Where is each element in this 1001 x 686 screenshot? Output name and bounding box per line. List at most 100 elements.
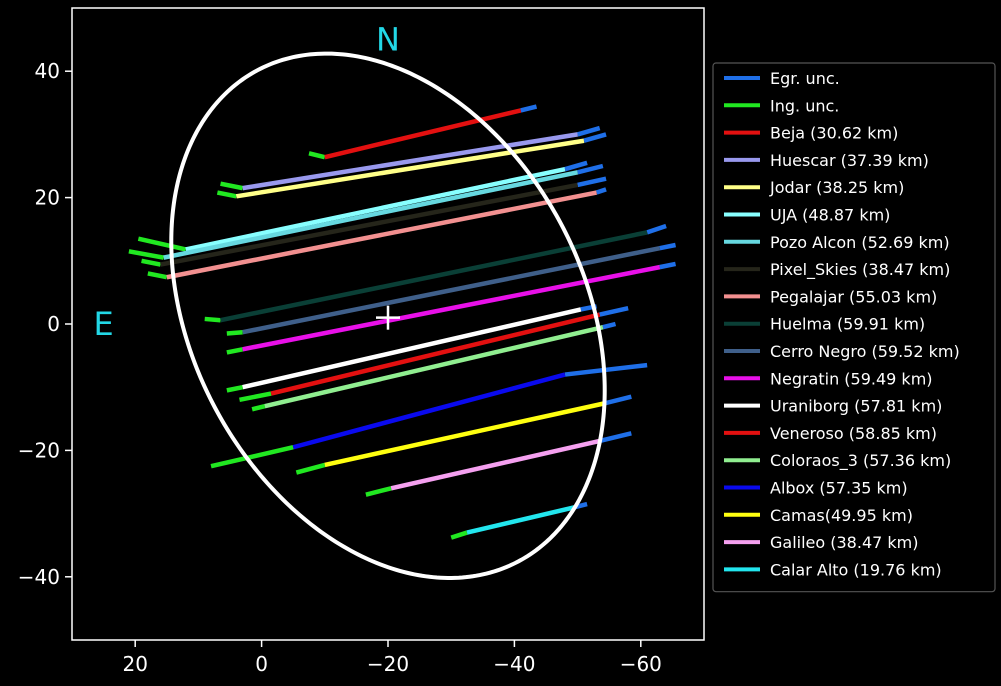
ingress-uncertainty-segment	[295, 462, 326, 475]
chord-9	[226, 261, 677, 355]
chord-line	[324, 108, 522, 160]
ingress-uncertainty-segment	[308, 151, 326, 160]
legend-item: Galileo (38.47 km)	[724, 533, 918, 552]
legend-label: UJA (48.87 km)	[770, 206, 890, 225]
center-marker	[376, 305, 400, 330]
ingress-uncertainty-segment	[204, 316, 221, 323]
ingress-uncertainty-segment	[239, 391, 272, 403]
plot-area: NE	[93, 21, 677, 580]
chord-line	[242, 245, 661, 335]
x-tick-label: 20	[122, 652, 147, 676]
fitted-ellipse	[169, 51, 607, 580]
egress-uncertainty-segment	[599, 431, 632, 444]
axes: 20 0 −20 −40 −60 40 20 0 −20 −40	[18, 59, 662, 676]
egress-uncertainty-segment	[564, 160, 588, 172]
legend-label: Uraniborg (57.81 km)	[770, 397, 942, 416]
chord-12	[251, 321, 617, 412]
chord-6	[147, 187, 607, 280]
legend-label: Albox (57.35 km)	[770, 479, 908, 498]
legend-item: Ing. unc.	[724, 96, 839, 115]
legend-label: Jodar (38.25 km)	[769, 178, 904, 197]
chord-line	[390, 438, 601, 491]
legend-item: Huelma (59.91 km)	[724, 315, 925, 334]
chord-3	[137, 160, 588, 252]
legend-item: Pozo Alcon (52.69 km)	[724, 233, 950, 252]
chord-line	[466, 505, 575, 535]
legend-item: Beja (30.62 km)	[724, 124, 898, 143]
legend-item: Pegalajar (55.03 km)	[724, 287, 937, 306]
egress-uncertainty-segment	[576, 125, 601, 137]
chord-15	[365, 431, 632, 497]
chord-line	[220, 230, 648, 323]
legend-label: Camas(49.95 km)	[770, 506, 913, 525]
legend-label: Egr. unc.	[770, 69, 840, 88]
ingress-uncertainty-segment	[147, 271, 168, 280]
legend-item: UJA (48.87 km)	[724, 206, 890, 225]
ingress-uncertainty-segment	[226, 384, 244, 393]
legend-label: Pozo Alcon (52.69 km)	[770, 233, 950, 252]
legend-item: Cerro Negro (59.52 km)	[724, 342, 960, 361]
legend-label: Galileo (38.47 km)	[770, 533, 918, 552]
x-tick-label: −60	[620, 652, 662, 676]
legend-label: Veneroso (58.85 km)	[770, 424, 937, 443]
egress-uncertainty-segment	[605, 394, 632, 406]
legend-item: Jodar (38.25 km)	[724, 178, 904, 197]
legend-item: Coloraos_3 (57.36 km)	[724, 451, 951, 471]
legend-label: Calar Alto (19.76 km)	[770, 560, 942, 579]
y-tick-label: 40	[35, 59, 60, 83]
egress-uncertainty-segment	[520, 104, 538, 113]
ingress-uncertainty-segment	[128, 249, 165, 260]
chord-14	[295, 394, 632, 475]
egress-uncertainty-segment	[659, 242, 677, 251]
ingress-uncertainty-segment	[210, 445, 294, 469]
annotation-e: E	[93, 305, 113, 343]
legend-item: Camas(49.95 km)	[724, 506, 913, 525]
chord-line	[242, 132, 578, 191]
legend-label: Ing. unc.	[770, 96, 839, 115]
legend-label: Beja (30.62 km)	[770, 124, 898, 143]
egress-uncertainty-segment	[564, 362, 648, 377]
ingress-uncertainty-segment	[141, 258, 161, 267]
annotation-n: N	[376, 21, 400, 59]
x-tick-label: 0	[255, 652, 268, 676]
egress-uncertainty-segment	[577, 163, 604, 175]
legend-item: Egr. unc.	[724, 69, 840, 88]
chord-0	[308, 104, 538, 160]
y-tick-label: −20	[18, 438, 60, 462]
chord-4	[128, 163, 604, 260]
legend-label: Pegalajar (55.03 km)	[770, 287, 937, 306]
legend-label: Pixel_Skies (38.47 km)	[770, 260, 950, 280]
chord-line	[292, 372, 566, 450]
legend-item: Pixel_Skies (38.47 km)	[724, 260, 950, 280]
chord-8	[226, 242, 677, 336]
legend: Egr. unc. Ing. unc. Beja (30.62 km) Huescar…	[712, 62, 996, 593]
chord-13	[210, 362, 648, 469]
chord-line	[235, 138, 585, 199]
chord-7	[204, 223, 667, 323]
chord-line	[242, 264, 661, 352]
chord-line	[270, 312, 601, 396]
egress-uncertainty-segment	[577, 176, 607, 188]
ingress-uncertainty-segment	[216, 190, 237, 199]
chord-2	[216, 132, 607, 199]
chord-line	[166, 190, 597, 280]
legend-item: Calar Alto (19.76 km)	[724, 560, 942, 579]
y-tick-label: −40	[18, 565, 60, 589]
chord-line	[242, 307, 582, 390]
egress-uncertainty-segment	[659, 261, 677, 270]
ingress-uncertainty-segment	[226, 347, 244, 355]
legend-label: Coloraos_3 (57.36 km)	[770, 451, 951, 471]
chord-line	[264, 324, 604, 409]
legend-label: Huelma (59.91 km)	[770, 315, 925, 334]
egress-uncertainty-segment	[595, 187, 607, 195]
legend-box	[712, 62, 996, 593]
ingress-uncertainty-segment	[251, 403, 266, 412]
chord-line	[324, 400, 607, 468]
chord-line	[185, 166, 566, 252]
y-tick-label: 20	[35, 186, 60, 210]
egress-uncertainty-segment	[599, 306, 629, 317]
chord-line	[163, 170, 579, 260]
legend-item: Veneroso (58.85 km)	[724, 424, 937, 443]
ingress-uncertainty-segment	[450, 530, 468, 540]
